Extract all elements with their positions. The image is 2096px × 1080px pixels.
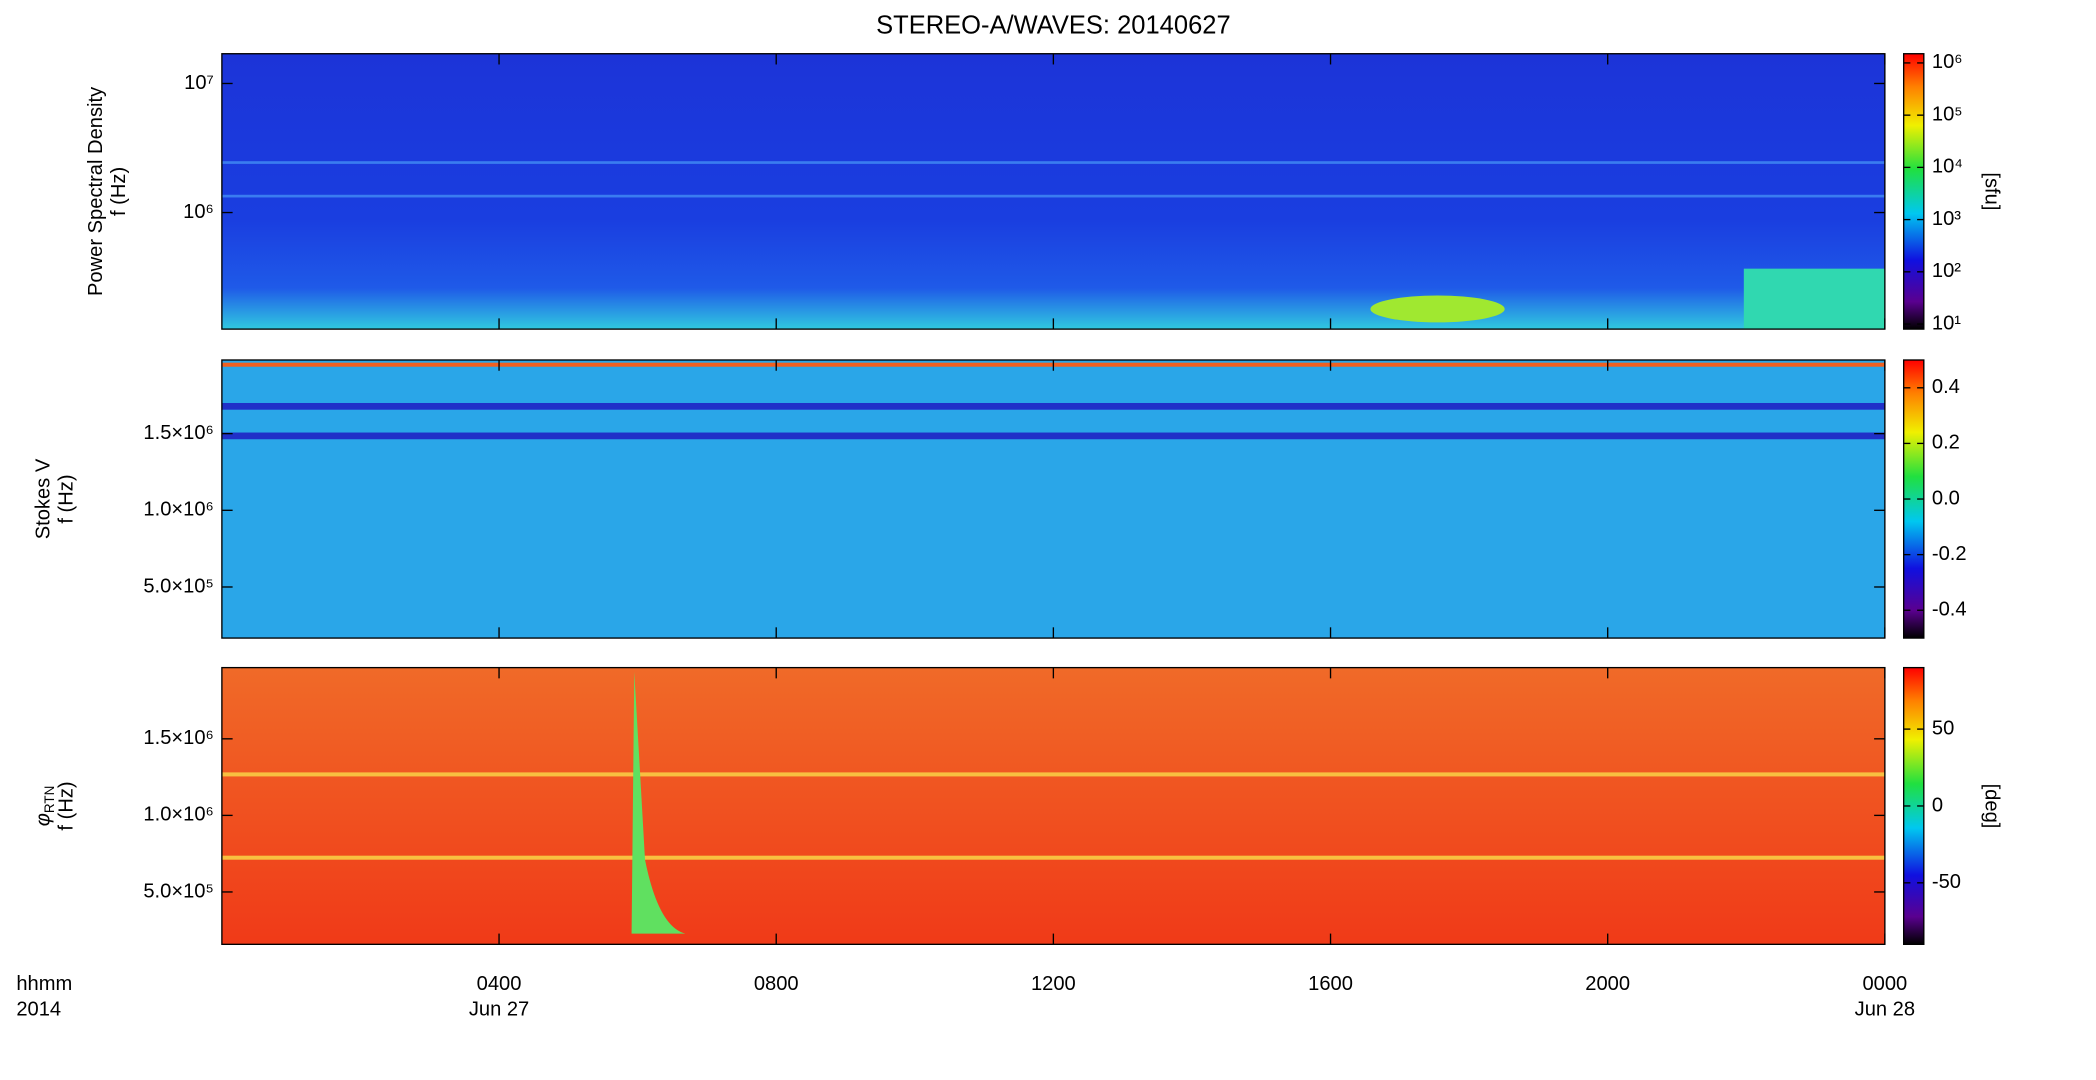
colorbar-tick-label: -0.2 (1932, 543, 1967, 565)
y-axis-label-2: f (Hz) (56, 781, 78, 830)
y-axis-label-2: f (Hz) (108, 167, 130, 216)
x-axis-label: hhmm (16, 973, 72, 995)
y-tick-label: 5.0×10⁵ (143, 575, 213, 597)
y-tick-label: 10⁶ (183, 201, 214, 223)
colorbar-tick-label: 10⁵ (1932, 103, 1963, 125)
colorbar-tick-label: 10² (1932, 260, 1961, 282)
y-tick-label: 1.5×10⁶ (143, 422, 213, 444)
y-axis-label-2: f (Hz) (56, 474, 78, 523)
colorbar-tick-label: 10³ (1932, 208, 1961, 230)
x-date-label: Jun 28 (1855, 998, 1915, 1020)
y-axis-label: Power Spectral Density (85, 86, 107, 296)
colorbar-tick-label: 0.0 (1932, 487, 1960, 509)
colorbar-tick-label: 0 (1932, 794, 1943, 816)
y-axis-label-main: Stokes V (33, 458, 55, 539)
y-axis-label-main: φ (33, 813, 55, 826)
spectrogram-image (221, 53, 1885, 945)
colorbar-tick-label: -0.4 (1932, 599, 1967, 621)
colorbar-tick-label: 0.4 (1932, 376, 1960, 398)
x-tick-label: 0000 (1862, 973, 1907, 995)
x-tick-label: 0400 (477, 973, 522, 995)
x-tick-label: 2000 (1585, 973, 1630, 995)
colorbar-tick-label: 10⁴ (1932, 156, 1963, 178)
x-axis-label: 2014 (16, 998, 61, 1020)
colorbar-label: [deg] (1981, 784, 2003, 829)
chart-title: STEREO-A/WAVES: 20140627 (876, 12, 1231, 40)
y-axis-label-sub: RTN (41, 786, 56, 813)
y-axis-label-main: Power Spectral Density (85, 86, 107, 296)
y-tick-label: 5.0×10⁵ (143, 880, 213, 902)
colorbar-tick-label: 0.2 (1932, 432, 1960, 454)
y-tick-label: 1.0×10⁶ (143, 804, 213, 826)
x-date-label: Jun 27 (469, 998, 529, 1020)
y-axis-label: φRTN (33, 786, 57, 826)
colorbar-tick-label: 10⁶ (1932, 51, 1963, 73)
x-tick-label: 1600 (1308, 973, 1353, 995)
colorbar (1903, 53, 1925, 330)
y-axis-label: Stokes V (33, 458, 55, 539)
colorbar-tick-label: -50 (1932, 871, 1961, 893)
x-tick-label: 1200 (1031, 973, 1076, 995)
y-tick-label: 10⁷ (184, 72, 214, 94)
y-tick-label: 1.0×10⁶ (143, 499, 213, 521)
colorbar-label: [sfu] (1981, 172, 2003, 210)
x-tick-label: 0800 (754, 973, 799, 995)
colorbar-tick-label: 10¹ (1932, 312, 1961, 334)
y-tick-label: 1.5×10⁶ (143, 727, 213, 749)
colorbar-tick-label: 50 (1932, 717, 1954, 739)
